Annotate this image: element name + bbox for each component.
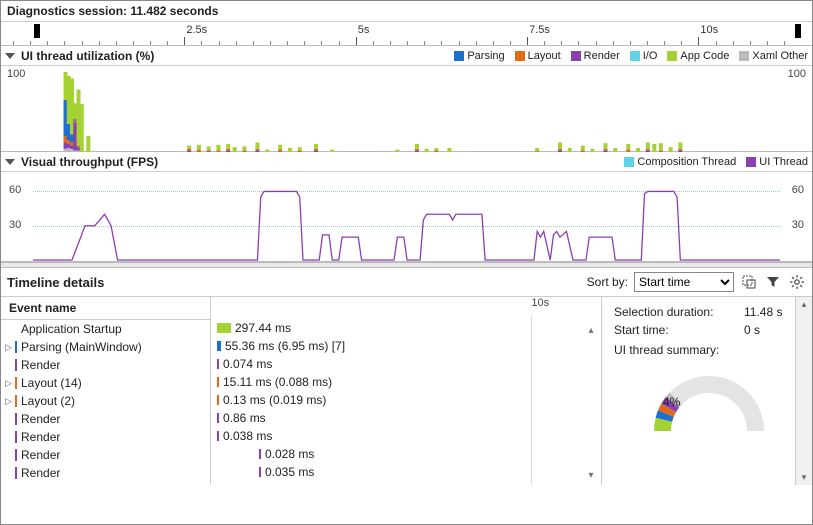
event-name: Layout (14) [21, 376, 82, 390]
event-row[interactable]: Render [1, 446, 210, 464]
summary-scrollbar[interactable]: ▴▾ [795, 297, 812, 485]
session-header: Diagnostics session: 11.482 seconds [1, 1, 812, 22]
start-time-label: Start time: [614, 323, 744, 337]
ui-util-legend: ParsingLayoutRenderI/OApp CodeXaml Other [454, 50, 808, 62]
event-name: Render [21, 466, 60, 480]
event-name: Layout (2) [21, 394, 75, 408]
summary-subtitle: UI thread summary: [614, 343, 804, 357]
details-header: Timeline details Sort by: Start time [1, 268, 812, 297]
fps-legend: Composition ThreadUI Thread [624, 156, 808, 168]
event-row[interactable]: Render [1, 428, 210, 446]
duration-row: 15.11 ms (0.088 ms) [211, 373, 601, 391]
event-row[interactable]: Render [1, 356, 210, 374]
gear-icon[interactable] [788, 273, 806, 291]
filter-icon[interactable] [764, 273, 782, 291]
scroll-down-icon[interactable]: ▾ [585, 470, 597, 481]
frame-select-icon[interactable] [740, 273, 758, 291]
details-title: Timeline details [7, 275, 104, 290]
event-name: Render [21, 430, 60, 444]
duration-row: 0.028 ms [211, 445, 601, 463]
y-label-right: 100 [788, 68, 806, 80]
fps-title: Visual throughput (FPS) [21, 155, 158, 169]
donut-pct: 4% [663, 395, 680, 409]
duration-row: 0.035 ms [211, 463, 601, 481]
event-row[interactable]: Render [1, 464, 210, 482]
event-name: Render [21, 412, 60, 426]
details-body: Event name Application Startup ▷ Parsing (… [1, 297, 812, 485]
expand-icon[interactable]: ▷ [5, 378, 15, 389]
event-row[interactable]: ▷ Parsing (MainWindow) [1, 338, 210, 356]
event-name: Render [21, 448, 60, 462]
event-row[interactable]: Application Startup [1, 320, 210, 338]
events-column: Event name Application Startup ▷ Parsing (… [1, 297, 211, 485]
duration-row: 0.13 ms (0.019 ms) [211, 391, 601, 409]
sort-label: Sort by: [587, 275, 628, 289]
events-col-header[interactable]: Event name [1, 297, 210, 320]
fps-header[interactable]: Visual throughput (FPS) Composition Thre… [1, 152, 812, 172]
duration-row: 0.038 ms [211, 427, 601, 445]
ui-util-header[interactable]: UI thread utilization (%) ParsingLayoutR… [1, 46, 812, 66]
event-row[interactable]: Render [1, 410, 210, 428]
event-name: Render [21, 358, 60, 372]
fps-chart[interactable]: 30306060 [1, 172, 812, 262]
events-list: Application Startup ▷ Parsing (MainWindow)… [1, 320, 210, 482]
timing-column: ▴ ▾ 10s297.44 ms55.36 ms (6.95 ms) [7]0.… [211, 297, 602, 485]
expand-icon[interactable]: ▷ [5, 342, 15, 353]
donut-chart: 4% [639, 361, 779, 441]
ui-util-chart[interactable]: 100 100 [1, 66, 812, 152]
sel-dur-label: Selection duration: [614, 305, 744, 319]
scroll-up-icon[interactable]: ▴ [585, 325, 597, 336]
event-name: Application Startup [21, 322, 122, 336]
event-row[interactable]: ▷ Layout (14) [1, 374, 210, 392]
event-row[interactable]: ▷ Layout (2) [1, 392, 210, 410]
sort-controls: Sort by: Start time [587, 272, 806, 292]
sort-select[interactable]: Start time [634, 272, 734, 292]
duration-row: 55.36 ms (6.95 ms) [7] [211, 337, 601, 355]
y-label-left: 100 [7, 68, 25, 80]
summary-column: ▴▾ Selection duration:11.48 s Start time… [602, 297, 812, 485]
event-name: Parsing (MainWindow) [21, 340, 142, 354]
ui-util-title: UI thread utilization (%) [21, 49, 154, 63]
duration-row: 0.074 ms [211, 355, 601, 373]
duration-row: 297.44 ms [211, 319, 601, 337]
timeline-ruler[interactable]: 2.5s5s7.5s10s [1, 22, 812, 46]
collapse-icon[interactable] [5, 53, 15, 59]
expand-icon[interactable]: ▷ [5, 396, 15, 407]
collapse-icon[interactable] [5, 159, 15, 165]
duration-row: 0.86 ms [211, 409, 601, 427]
